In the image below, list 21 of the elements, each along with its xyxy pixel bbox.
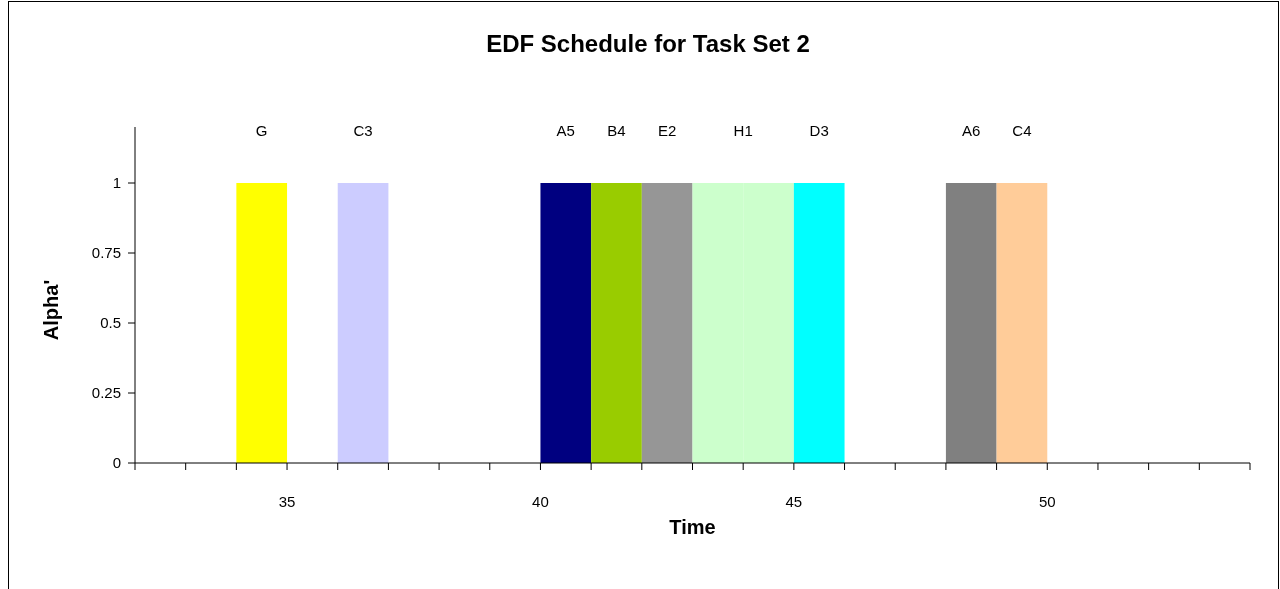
x-tick-label: 50 <box>1038 493 1056 510</box>
x-tick-label: 35 <box>278 493 296 510</box>
y-axis-title: Alpha' <box>40 279 62 341</box>
text: G <box>255 122 268 139</box>
x-tick-label: 45 <box>785 493 803 510</box>
x-tick-label: 40 <box>532 493 549 510</box>
text: B4 <box>607 122 626 139</box>
text: H1 <box>733 122 753 139</box>
chart-title: EDF Schedule for Task Set 2 <box>486 30 810 57</box>
y-tick-label: 1 <box>112 174 121 191</box>
text: E2 <box>657 122 677 139</box>
y-tick-label: 0.75 <box>91 244 121 261</box>
y-tick-label: 0 <box>112 454 121 471</box>
text: C3 <box>353 122 373 139</box>
text: A6 <box>962 122 981 139</box>
y-tick-label: 0.5 <box>100 314 121 331</box>
text: D3 <box>809 122 829 139</box>
x-axis-title: Time <box>669 516 716 538</box>
text: C4 <box>1012 122 1032 139</box>
text: A5 <box>556 122 575 139</box>
y-tick-label: 0.25 <box>91 384 121 401</box>
